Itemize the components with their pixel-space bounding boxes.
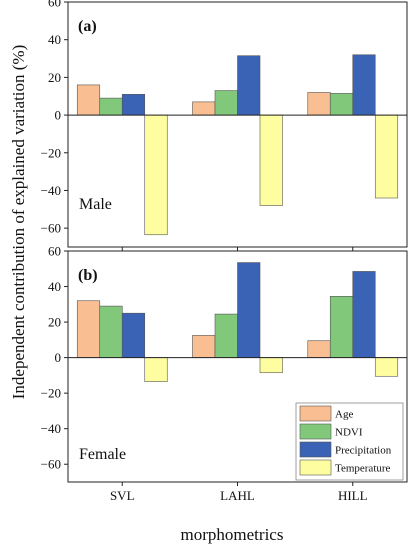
bar-temperature-hill [374,114,399,199]
bar-precipitation-lahl [237,55,261,116]
group-label: Female [79,446,126,463]
plot-frame [67,1,408,248]
panels: −60 −40 −20 0 20 40 60 (a) Male −60 −40 −20 0 20 40 60 S… [41,0,408,503]
chart-panel-1: −60 −40 −20 0 20 40 60 (a) Male [41,0,408,251]
bar-age-svl [76,84,101,116]
y-tick-label: −40 [41,183,61,198]
bar-precipitation-svl [121,312,146,358]
bar-ndvi-svl [99,97,123,116]
x-axis-label: morphometrics [181,525,284,544]
y-tick-label: 20 [48,315,61,330]
bar-ndvi-hill [329,296,354,358]
bar-temperature-svl [144,357,168,382]
legend-swatch-ndvi [299,423,332,440]
bar-temperature-lahl [259,357,283,374]
legend-label-age: Age [335,409,353,421]
legend-label-temperature: Temperature [335,463,391,475]
bar-age-lahl [192,335,216,358]
bar-temperature-hill [374,357,399,377]
y-axis-label: Independent contribution of explained va… [9,45,28,400]
y-tick-label: 20 [48,70,61,85]
bar-temperature-svl [144,114,168,236]
y-tick-label: 40 [48,279,61,294]
legend: Age NDVI Precipitation Temperature [295,402,404,481]
bar-temperature-lahl [259,114,283,206]
group-label: Male [79,196,112,213]
y-tick-label: 60 [48,0,61,10]
legend-swatch-precipitation [299,441,332,458]
y-tick-label: 0 [55,350,62,365]
x-tick-label: HILL [338,488,368,503]
panel-label: (b) [78,267,98,284]
bar-ndvi-lahl [214,313,238,358]
y-tick-label: −40 [41,421,61,436]
bar-precipitation-hill [352,271,376,358]
y-tick-label: −20 [41,386,61,401]
y-tick-label: 60 [48,244,61,259]
x-tick-label: LAHL [220,488,255,503]
bar-age-svl [76,300,101,358]
bar-precipitation-lahl [237,262,261,358]
panel-label: (a) [78,18,97,35]
bar-ndvi-svl [99,305,123,358]
bar-age-hill [307,340,331,358]
y-tick-label: −60 [41,457,61,472]
legend-swatch-temperature [299,459,332,476]
bar-age-lahl [192,101,216,116]
legend-label-ndvi: NDVI [335,427,363,439]
y-tick-label: 40 [48,32,61,47]
bar-age-hill [307,92,331,116]
y-tick-label: 0 [55,108,62,123]
chart-panel-2: −60 −40 −20 0 20 40 60 SVL LAHL HILL (b) Female [41,244,408,503]
x-tick-label: SVL [110,488,135,503]
y-tick-label: −20 [41,145,61,160]
legend-label-precipitation: Precipitation [335,445,392,457]
bar-precipitation-svl [121,94,146,116]
y-tick-label: −60 [41,221,61,236]
legend-swatch-age [299,405,332,422]
bar-ndvi-lahl [214,90,238,116]
bar-ndvi-hill [329,93,354,116]
bar-precipitation-hill [352,54,376,116]
